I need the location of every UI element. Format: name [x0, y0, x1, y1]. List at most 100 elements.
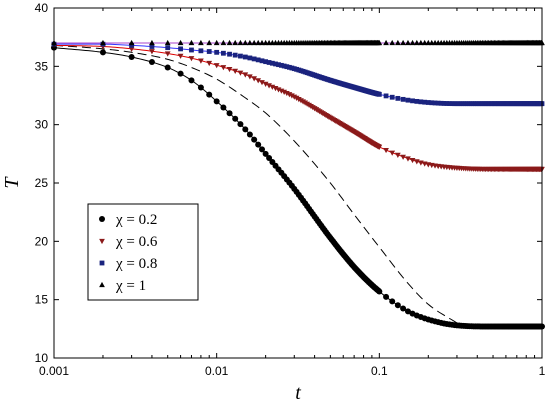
- series-1-point-15: [247, 74, 253, 80]
- series-2-point-19: [263, 59, 269, 65]
- x-tick-label-1: 0.01: [205, 364, 229, 378]
- series-2-point-105: [410, 98, 415, 104]
- series-3-point-3: [149, 39, 155, 46]
- series-2-point-17: [255, 57, 261, 63]
- series-2-point-108: [422, 99, 428, 105]
- series-0-point-8: [206, 91, 213, 98]
- series-0-point-12: [232, 115, 239, 122]
- series-1-point-18: [259, 80, 265, 86]
- series-0-point-17: [255, 141, 262, 148]
- series-1-point-17: [255, 78, 262, 84]
- series-1-point-11: [226, 66, 233, 73]
- series-3-point-14: [242, 39, 249, 46]
- series-3-point-101: [389, 39, 396, 46]
- series-2-point-14: [242, 54, 248, 60]
- series-2-point-116: [447, 101, 452, 106]
- series-3-point-12: [232, 39, 239, 46]
- series-3-point-2: [128, 39, 135, 46]
- series-2-point-99: [376, 91, 382, 97]
- series-2-point-13: [238, 53, 243, 59]
- series-2-point-25: [281, 63, 287, 69]
- series-0-point-20: [266, 154, 273, 161]
- series-1-point-8: [206, 60, 213, 67]
- series-3-point-103: [400, 39, 406, 46]
- plot-frame: [53, 7, 543, 359]
- series-3-point-102: [395, 39, 401, 46]
- y-tick-label-5: 35: [35, 59, 49, 73]
- series-2-point-100: [383, 93, 389, 99]
- series-3-point-1: [100, 39, 106, 46]
- y-tick-label-4: 30: [35, 118, 49, 132]
- legend-label-2: χ = 0.8: [115, 256, 157, 272]
- legend-marker-0: [99, 216, 105, 222]
- series-2-point-104: [405, 97, 411, 103]
- series-2-point-110: [429, 100, 435, 106]
- axes: 0.001 0.01 0.1 1 10 15 20 25 30 35 40: [35, 1, 546, 378]
- x-axis-label: t: [295, 382, 301, 404]
- series-1-point-14: [242, 72, 249, 78]
- series-1-point-13: [237, 70, 244, 76]
- series-3-point-104: [405, 39, 411, 46]
- y-tick-label-0: 10: [35, 351, 49, 365]
- series-2-point-4: [165, 45, 171, 51]
- series-3-point-17: [255, 39, 262, 46]
- series-2-point-2: [129, 42, 135, 48]
- series-2-point-16: [251, 56, 257, 62]
- fit-line-series-1: [53, 44, 542, 170]
- series-1-point-20: [266, 83, 272, 89]
- series-0-point-102: [394, 302, 401, 309]
- series-0-point-6: [188, 77, 195, 84]
- series-2-point-23: [276, 62, 281, 68]
- series-3-point-10: [220, 39, 227, 46]
- series-3-markers: [51, 39, 545, 46]
- series-3-point-11: [226, 39, 233, 46]
- series-2-point-106: [414, 98, 420, 104]
- series-3-point-108: [421, 39, 428, 46]
- series-3-point-13: [237, 39, 244, 46]
- series-2-point-114: [441, 101, 447, 106]
- series-0-point-9: [213, 98, 220, 105]
- series-3-point-105: [409, 39, 416, 46]
- series-1-point-5: [177, 53, 184, 59]
- series-1-point-101: [389, 150, 396, 156]
- series-3-point-4: [164, 39, 171, 46]
- series-2-point-15: [247, 55, 253, 61]
- series-0-point-104: [404, 308, 411, 315]
- series-0-markers: [51, 44, 545, 330]
- series-0-point-101: [389, 298, 396, 305]
- series-1-point-12: [232, 68, 239, 74]
- x-tick-label-3: 1: [539, 364, 546, 378]
- series-2-point-117: [449, 101, 455, 107]
- series-2-point-111: [432, 100, 438, 106]
- series-3-point-100: [383, 39, 389, 46]
- series-1-markers: [51, 43, 545, 173]
- series-2-point-6: [189, 47, 194, 53]
- series-1-point-9: [213, 63, 220, 69]
- series-3-point-15: [247, 39, 253, 46]
- series-2-point-24: [278, 62, 284, 68]
- series-0-point-99: [376, 288, 383, 295]
- series-2-point-101: [389, 94, 395, 100]
- series-1-point-7: [198, 58, 204, 64]
- series-2-point-9: [214, 49, 220, 55]
- series-0-point-15: [246, 131, 253, 138]
- legend-label-3: χ = 1: [115, 278, 146, 294]
- series-1-point-102: [395, 152, 401, 158]
- x-tick-label-2: 0.1: [371, 364, 388, 378]
- series-3-point-8: [206, 39, 213, 46]
- series-1-point-2: [128, 46, 135, 52]
- series-2-point-5: [178, 46, 183, 52]
- series-0-point-5: [177, 70, 184, 77]
- series-2-point-112: [435, 100, 441, 106]
- series-0-point-3: [148, 59, 155, 66]
- series-1-point-16: [251, 76, 258, 82]
- series-1-point-100: [383, 147, 389, 154]
- series-0-point-100: [383, 293, 390, 300]
- legend-box: [87, 203, 199, 301]
- reference-curve-dashed: [53, 44, 458, 324]
- series-3-point-106: [413, 39, 420, 46]
- series-2-point-7: [198, 48, 204, 54]
- series-1-point-99: [376, 144, 383, 150]
- series-0-point-16: [251, 136, 258, 143]
- series-3-point-5: [177, 39, 184, 46]
